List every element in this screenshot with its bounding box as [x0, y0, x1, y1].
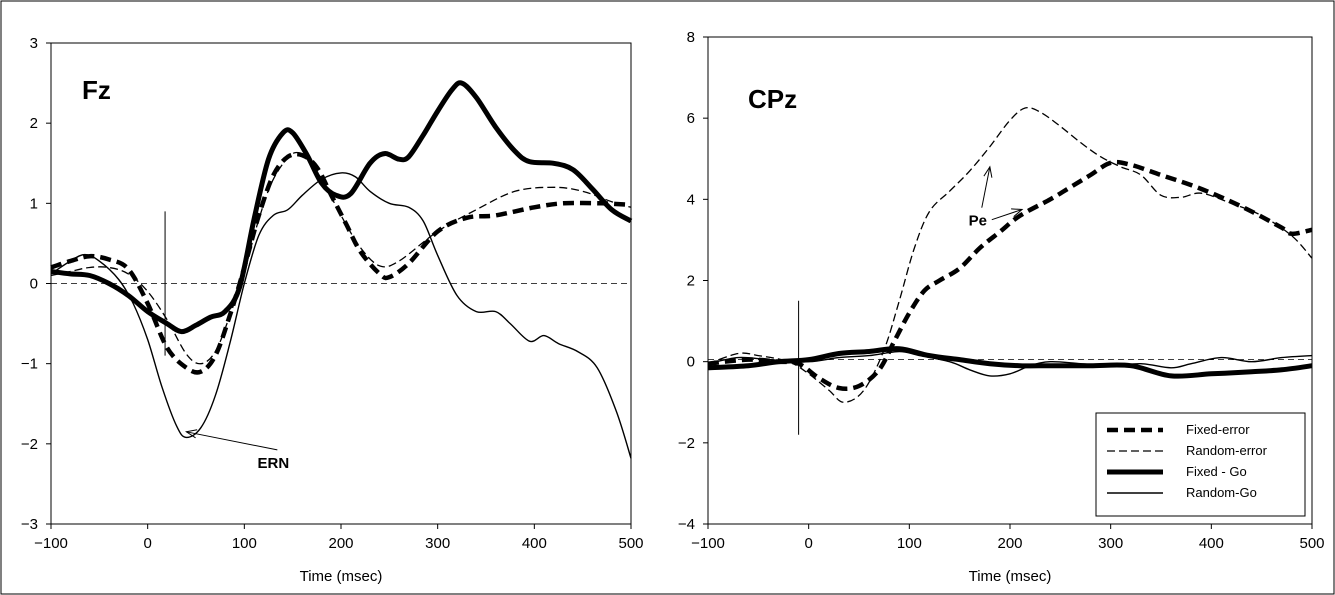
cpz-annotation-arrow	[991, 208, 1024, 221]
arrow-head	[983, 165, 993, 178]
cpz-annotation-pe: Pe	[969, 213, 987, 230]
fz-x-tick-label: 300	[425, 535, 450, 552]
legend-label-random-error: Random-error	[1186, 443, 1268, 458]
fz-annotation-arrow	[185, 429, 278, 451]
fz-panel: −100 0 100 200 300 400 500 −3 −2 −1 0 1 2 3 ERN Fz Ti…	[21, 35, 644, 585]
cpz-series-fixed-error	[707, 159, 1313, 392]
cpz-x-tick-label: 400	[1199, 535, 1224, 552]
cpz-y-tick-label: 2	[687, 273, 695, 290]
legend-label-fixed-error: Fixed-error	[1186, 422, 1250, 437]
fz-panel-label: Fz	[82, 75, 111, 105]
fz-y-tick-label: 0	[30, 276, 38, 293]
cpz-x-tick-label: 100	[897, 535, 922, 552]
fz-series-fixed-error	[50, 151, 632, 375]
cpz-series-fixed-go	[707, 346, 1313, 379]
fz-y-tick-label: −1	[21, 356, 38, 373]
fz-x-tick-label: 500	[618, 535, 643, 552]
arrow-shaft	[991, 209, 1023, 221]
cpz-panel: −100 0 100 200 300 400 500 −4 −2 0 2 4 6 8 Pe CPz Tim…	[678, 29, 1325, 585]
legend-label-random-go: Random-Go	[1186, 485, 1257, 500]
cpz-y-tick-label: −4	[678, 516, 695, 533]
fz-x-tick-label: 0	[143, 535, 151, 552]
fz-y-tick-label: 1	[30, 195, 38, 212]
cpz-x-tick-label: 500	[1299, 535, 1324, 552]
fz-y-tick-label: 3	[30, 35, 38, 52]
fz-x-tick-label: 200	[328, 535, 353, 552]
fz-x-tick-label: 100	[232, 535, 257, 552]
cpz-y-tick-label: 4	[687, 191, 695, 208]
fz-x-tick-label: 400	[522, 535, 547, 552]
arrow-shaft	[981, 166, 991, 208]
cpz-x-tick-label: −100	[691, 535, 725, 552]
fz-series-random-error	[50, 151, 632, 365]
cpz-x-axis-title: Time (msec)	[969, 568, 1052, 585]
arrow-head	[1011, 208, 1024, 217]
cpz-y-tick-label: 6	[687, 110, 695, 127]
cpz-x-tick-label: 0	[804, 535, 812, 552]
fz-series-fixed-go	[50, 80, 633, 335]
fz-x-tick-label: −100	[34, 535, 68, 552]
cpz-y-tick-label: 0	[687, 354, 695, 371]
fz-x-axis-title: Time (msec)	[300, 568, 383, 585]
cpz-y-tick-label: 8	[687, 29, 695, 46]
cpz-x-tick-label: 200	[997, 535, 1022, 552]
arrow-head	[185, 429, 198, 439]
fz-series-random-go	[50, 172, 632, 459]
arrow-shaft	[186, 431, 278, 451]
fz-y-tick-label: −2	[21, 436, 38, 453]
cpz-series-random-error	[707, 107, 1313, 403]
cpz-y-tick-label: −2	[678, 435, 695, 452]
legend: Fixed-error Random-error Fixed - Go Rand…	[1095, 412, 1306, 517]
cpz-x-tick-label: 300	[1098, 535, 1123, 552]
fz-y-tick-label: −3	[21, 516, 38, 533]
cpz-panel-label: CPz	[748, 84, 797, 114]
cpz-annotation-arrow	[981, 165, 993, 208]
fz-y-tick-label: 2	[30, 115, 38, 132]
cpz-series-random-go	[707, 350, 1313, 377]
legend-label-fixed-go: Fixed - Go	[1186, 464, 1247, 479]
fz-annotation-ern: ERN	[257, 455, 289, 472]
